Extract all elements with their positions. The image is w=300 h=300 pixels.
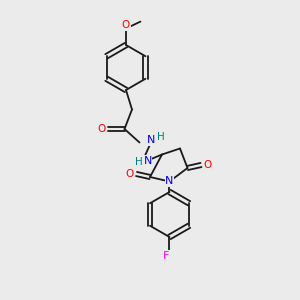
Text: H: H [135,157,142,167]
Text: O: O [122,20,130,31]
Text: N: N [165,176,174,187]
Text: N: N [147,135,155,145]
Text: F: F [163,250,170,261]
Text: H: H [157,132,165,142]
Text: O: O [97,124,106,134]
Text: O: O [203,160,212,170]
Text: N: N [143,155,152,166]
Text: O: O [126,169,134,179]
